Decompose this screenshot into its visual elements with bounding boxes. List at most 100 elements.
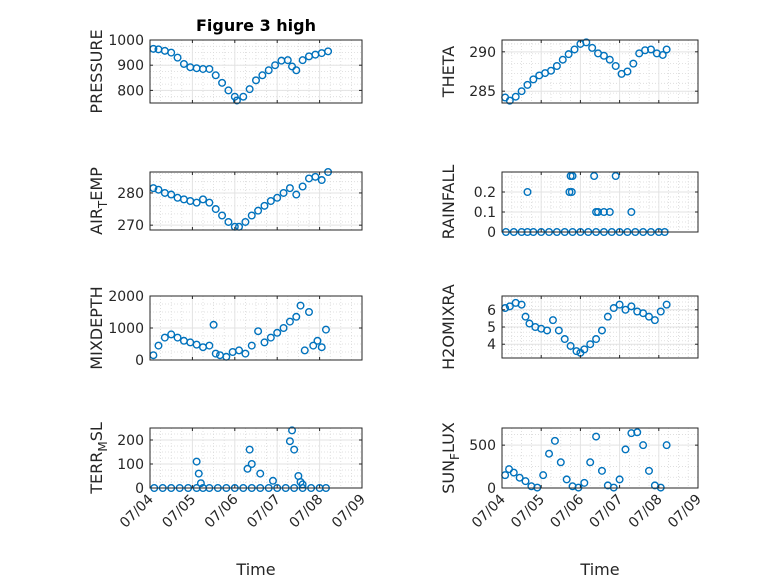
y-tick-label: 0 xyxy=(135,353,144,369)
data-point xyxy=(603,312,612,321)
data-point xyxy=(285,437,294,446)
y-tick-label: 0.2 xyxy=(474,185,496,201)
data-point xyxy=(260,201,269,210)
data-point xyxy=(592,335,601,344)
data-point xyxy=(224,86,233,95)
data-point xyxy=(529,75,538,84)
data-point xyxy=(309,341,318,350)
data-point xyxy=(645,466,654,475)
data-point xyxy=(548,316,557,325)
data-point xyxy=(580,478,589,487)
x-tick-label: 07/07 xyxy=(587,492,627,532)
y-axis-label: AIRTEMP xyxy=(87,167,110,235)
data-point xyxy=(525,319,534,328)
y-tick-label: 290 xyxy=(469,45,496,61)
data-point xyxy=(523,187,532,196)
y-tick-label: 4 xyxy=(487,337,496,353)
data-point xyxy=(656,307,665,316)
data-point xyxy=(597,466,606,475)
x-tick-label: 07/08 xyxy=(626,492,666,532)
data-point xyxy=(627,207,636,216)
data-point xyxy=(658,50,667,59)
y-axis-label: H2OMIXRA xyxy=(439,284,458,370)
data-point xyxy=(605,207,614,216)
data-point xyxy=(279,324,288,333)
y-tick-label: 2000 xyxy=(108,289,144,305)
data-point xyxy=(205,341,214,350)
data-point xyxy=(662,45,671,54)
data-point xyxy=(565,187,574,196)
data-point xyxy=(296,478,305,487)
data-point xyxy=(645,312,654,321)
data-point xyxy=(599,51,608,60)
subplot-theta: 285 290 THETA xyxy=(439,38,699,105)
data-point xyxy=(564,50,573,59)
data-point xyxy=(615,475,624,484)
data-point xyxy=(639,309,648,318)
y-tick-label: 6 xyxy=(487,303,496,319)
data-point xyxy=(247,341,256,350)
y-axis-label: RAINFALL xyxy=(439,165,458,240)
data-point xyxy=(264,66,273,75)
data-point xyxy=(611,61,620,70)
data-point xyxy=(521,477,530,486)
data-point xyxy=(179,59,188,68)
data-point xyxy=(505,96,514,105)
y-tick-label: 1000 xyxy=(108,321,144,337)
data-point xyxy=(629,59,638,68)
data-point xyxy=(292,66,301,75)
data-point xyxy=(198,195,207,204)
data-point xyxy=(254,206,263,215)
data-point xyxy=(599,207,608,216)
data-point xyxy=(167,330,176,339)
x-tick-label: 07/05 xyxy=(508,492,548,532)
axes-box xyxy=(149,171,363,231)
y-axis-label: PRESSURE xyxy=(87,29,106,113)
y-tick-label: 0.1 xyxy=(474,205,496,221)
data-point xyxy=(241,217,250,226)
data-point xyxy=(192,198,201,207)
data-point xyxy=(633,428,642,437)
data-point xyxy=(552,61,561,70)
data-point xyxy=(635,49,644,58)
x-tick-label: 07/04 xyxy=(117,491,157,531)
data-point xyxy=(511,92,520,101)
data-point xyxy=(517,300,526,309)
data-point xyxy=(241,349,250,358)
y-tick-label: 900 xyxy=(117,58,144,74)
data-point xyxy=(324,47,333,56)
y-tick-label: 200 xyxy=(117,433,144,449)
y-tick-label: 1000 xyxy=(108,33,144,49)
y-tick-label: 0 xyxy=(135,481,144,497)
data-point xyxy=(154,341,163,350)
data-point xyxy=(273,193,282,202)
data-point xyxy=(285,317,294,326)
data-point xyxy=(517,87,526,96)
data-point xyxy=(154,185,163,194)
data-point xyxy=(196,479,205,488)
data-point xyxy=(311,172,320,181)
x-axis-label: Time xyxy=(235,560,275,579)
data-point xyxy=(605,55,614,64)
data-point xyxy=(586,340,595,349)
data-point xyxy=(273,328,282,337)
y-axis-label: SUNFLUX xyxy=(439,422,462,494)
data-point xyxy=(247,460,256,469)
x-tick-label: 07/08 xyxy=(287,492,327,532)
figure-title: Figure 3 high xyxy=(196,16,316,35)
data-point xyxy=(586,458,595,467)
axes-box xyxy=(149,39,363,104)
data-point xyxy=(211,71,220,80)
data-point xyxy=(509,468,518,477)
y-axis-label: TERRMSL xyxy=(87,422,110,495)
data-point xyxy=(615,300,624,309)
x-tick-label: 07/09 xyxy=(665,492,705,532)
x-tick-label: 07/07 xyxy=(244,492,284,532)
data-point xyxy=(505,302,514,311)
data-point xyxy=(300,346,309,355)
data-point xyxy=(539,471,548,480)
data-point xyxy=(609,304,618,313)
data-point xyxy=(218,211,227,220)
axes-box xyxy=(501,39,699,104)
